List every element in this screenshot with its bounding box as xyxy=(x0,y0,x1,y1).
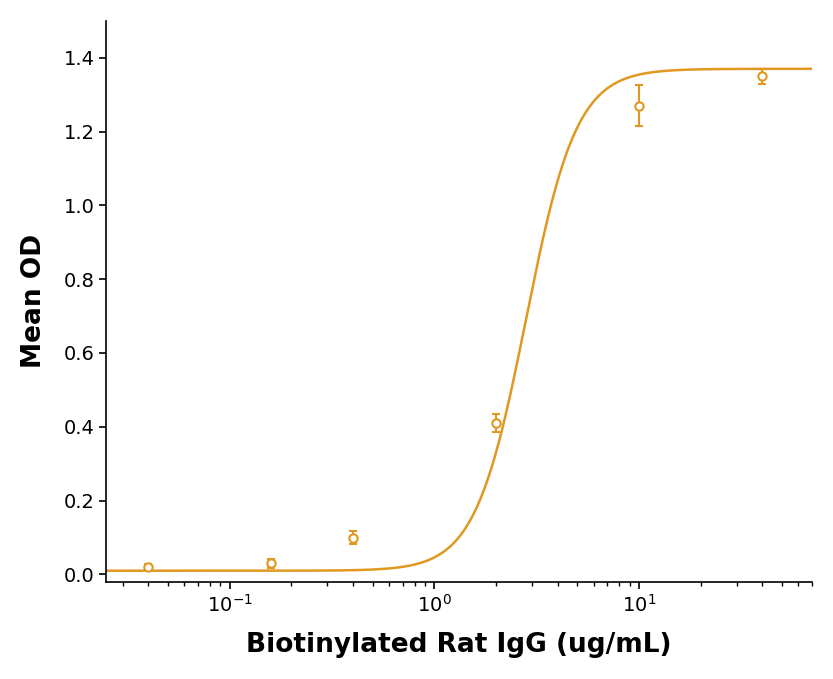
X-axis label: Biotinylated Rat IgG (ug/mL): Biotinylated Rat IgG (ug/mL) xyxy=(247,632,672,658)
Y-axis label: Mean OD: Mean OD xyxy=(21,234,47,369)
